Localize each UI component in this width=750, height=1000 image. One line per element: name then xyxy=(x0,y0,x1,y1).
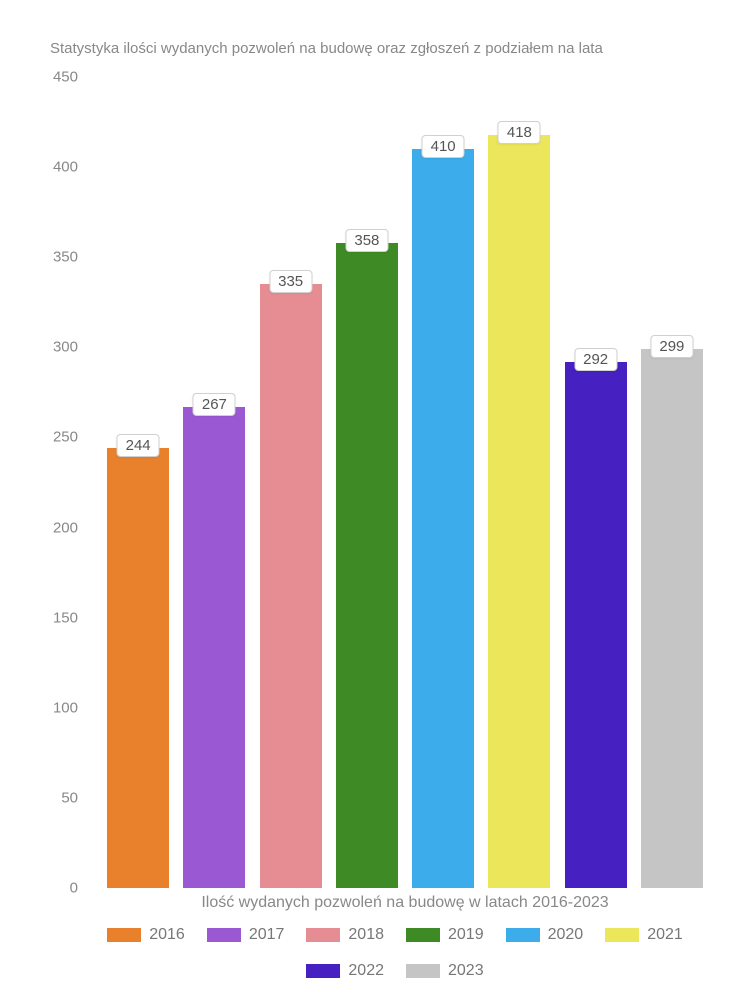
y-tick: 50 xyxy=(61,789,78,806)
chart-title: Statystyka ilości wydanych pozwoleń na b… xyxy=(50,40,720,57)
bar-slot: 410 xyxy=(405,77,481,888)
bar-2021: 418 xyxy=(488,135,550,888)
bar-value-label: 358 xyxy=(345,229,388,252)
legend: 2016 2017 2018 2019 2020 2021 2022 2023 xyxy=(70,926,720,980)
bar-value-label: 267 xyxy=(193,393,236,416)
legend-label: 2021 xyxy=(647,926,683,944)
x-axis-label: Ilość wydanych pozwoleń na budowę w lata… xyxy=(90,894,720,912)
chart-container: Statystyka ilości wydanych pozwoleń na b… xyxy=(30,40,720,980)
bar-slot: 299 xyxy=(634,77,710,888)
legend-swatch xyxy=(306,964,340,978)
legend-swatch xyxy=(107,928,141,942)
y-tick: 250 xyxy=(53,429,78,446)
bar-slot: 244 xyxy=(100,77,176,888)
y-axis: 050100150200250300350400450 xyxy=(30,77,90,888)
bars-row: 244267335358410418292299 xyxy=(90,77,720,888)
legend-item-2020: 2020 xyxy=(506,926,584,944)
legend-swatch xyxy=(406,964,440,978)
legend-label: 2017 xyxy=(249,926,285,944)
legend-label: 2022 xyxy=(348,962,384,980)
legend-swatch xyxy=(406,928,440,942)
legend-swatch xyxy=(506,928,540,942)
legend-item-2021: 2021 xyxy=(605,926,683,944)
bars-area: 244267335358410418292299 xyxy=(90,77,720,888)
y-tick: 200 xyxy=(53,519,78,536)
legend-label: 2019 xyxy=(448,926,484,944)
bar-2018: 335 xyxy=(260,284,322,888)
bar-value-label: 292 xyxy=(574,348,617,371)
bar-2020: 410 xyxy=(412,149,474,888)
y-tick: 450 xyxy=(53,69,78,86)
legend-item-2016: 2016 xyxy=(107,926,185,944)
legend-item-2018: 2018 xyxy=(306,926,384,944)
bar-value-label: 410 xyxy=(422,135,465,158)
legend-item-2019: 2019 xyxy=(406,926,484,944)
bar-slot: 418 xyxy=(481,77,557,888)
legend-label: 2020 xyxy=(548,926,584,944)
legend-item-2022: 2022 xyxy=(306,962,384,980)
legend-label: 2016 xyxy=(149,926,185,944)
bar-slot: 292 xyxy=(558,77,634,888)
bar-slot: 335 xyxy=(253,77,329,888)
bar-value-label: 244 xyxy=(117,434,160,457)
bar-slot: 358 xyxy=(329,77,405,888)
legend-swatch xyxy=(207,928,241,942)
y-tick: 350 xyxy=(53,249,78,266)
legend-label: 2023 xyxy=(448,962,484,980)
legend-swatch xyxy=(605,928,639,942)
legend-item-2023: 2023 xyxy=(406,962,484,980)
y-tick: 100 xyxy=(53,699,78,716)
bar-slot: 267 xyxy=(176,77,252,888)
legend-label: 2018 xyxy=(348,926,384,944)
y-tick: 150 xyxy=(53,609,78,626)
bar-2019: 358 xyxy=(336,243,398,888)
bar-2016: 244 xyxy=(107,448,169,888)
bar-value-label: 299 xyxy=(650,335,693,358)
plot-area: 050100150200250300350400450 244267335358… xyxy=(30,77,720,888)
bar-value-label: 418 xyxy=(498,121,541,144)
bar-2023: 299 xyxy=(641,349,703,888)
y-tick: 400 xyxy=(53,159,78,176)
bar-2022: 292 xyxy=(565,362,627,888)
y-tick: 300 xyxy=(53,339,78,356)
legend-swatch xyxy=(306,928,340,942)
y-tick: 0 xyxy=(70,880,78,897)
bar-2017: 267 xyxy=(183,407,245,888)
legend-item-2017: 2017 xyxy=(207,926,285,944)
bar-value-label: 335 xyxy=(269,270,312,293)
